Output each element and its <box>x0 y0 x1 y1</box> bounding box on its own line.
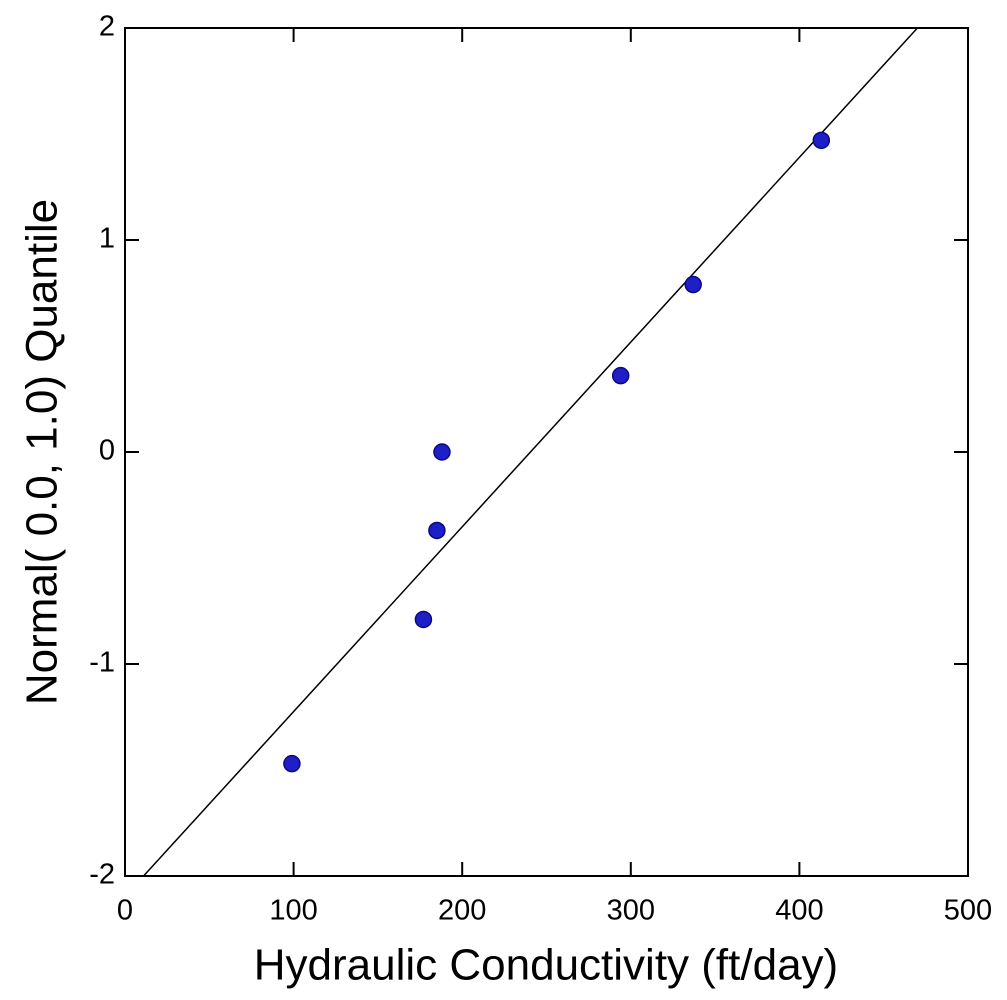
x-tick-label: 200 <box>438 895 486 927</box>
x-tick-label: 100 <box>269 895 317 927</box>
y-tick-label: -2 <box>89 859 115 891</box>
y-tick-label: 0 <box>99 435 115 467</box>
x-tick-label: 300 <box>607 895 655 927</box>
point <box>428 521 446 540</box>
point <box>684 275 702 294</box>
point <box>433 443 451 461</box>
fit-line <box>142 27 918 877</box>
point <box>611 366 630 385</box>
x-tick-label: 400 <box>775 895 823 927</box>
point <box>414 610 433 629</box>
x-axis-label: Hydraulic Conductivity (ft/day) <box>254 941 838 990</box>
x-tick-label: 500 <box>944 895 992 927</box>
point <box>283 754 301 773</box>
point <box>812 131 831 150</box>
x-tick-label: 0 <box>117 895 133 927</box>
plot-frame <box>124 27 969 877</box>
y-tick-label: -1 <box>89 647 115 679</box>
y-tick-label: 2 <box>99 11 115 43</box>
y-tick-label: 1 <box>99 223 115 255</box>
y-axis-label: Normal( 0.0, 1.0) Quantile <box>18 199 67 705</box>
